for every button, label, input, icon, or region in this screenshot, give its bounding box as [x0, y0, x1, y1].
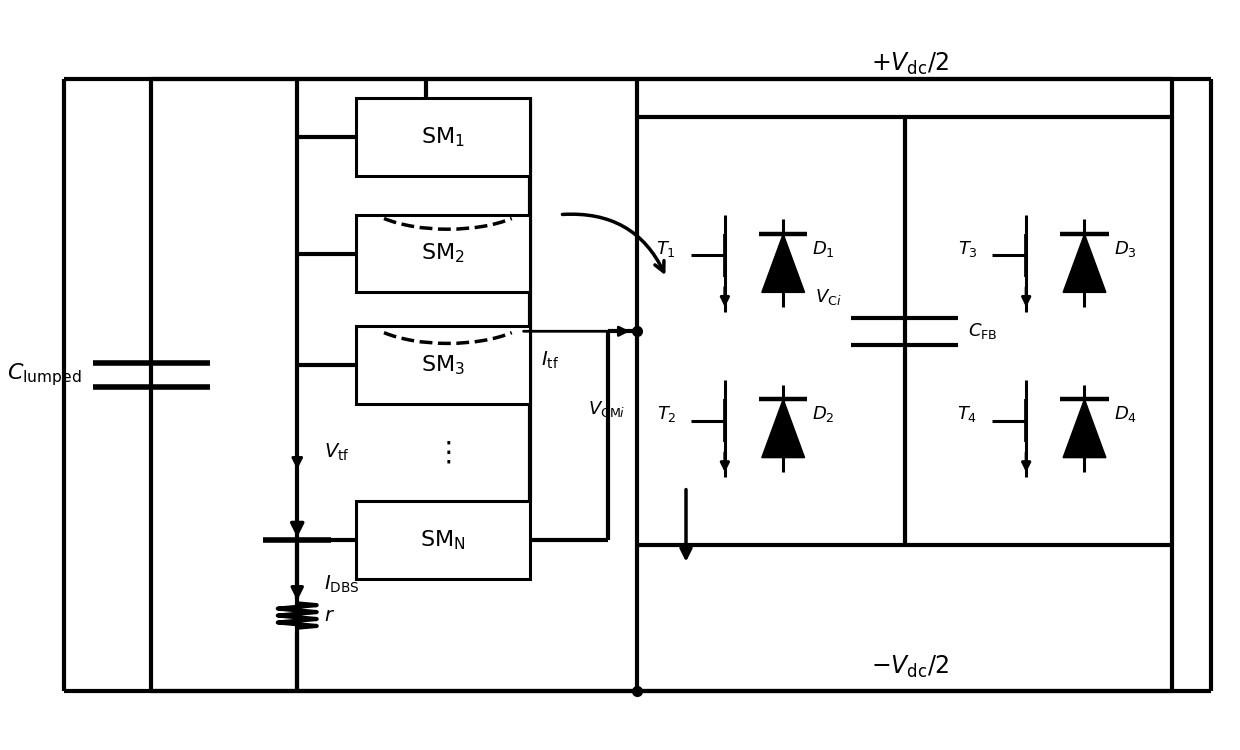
Polygon shape [761, 234, 805, 292]
Text: $D_2$: $D_2$ [812, 404, 835, 424]
Text: $+V_{\rm dc}/2$: $+V_{\rm dc}/2$ [870, 51, 949, 77]
Text: $-V_{\rm dc}/2$: $-V_{\rm dc}/2$ [870, 653, 949, 680]
Text: $r$: $r$ [325, 607, 336, 625]
Polygon shape [761, 399, 805, 458]
Text: $\rm SM_1$: $\rm SM_1$ [422, 125, 465, 148]
Text: $D_3$: $D_3$ [1114, 238, 1137, 259]
Text: $V_{{\rm C}i}$: $V_{{\rm C}i}$ [815, 287, 842, 308]
Text: $T_4$: $T_4$ [957, 404, 977, 424]
Bar [356, 98, 531, 176]
Bar [356, 214, 531, 292]
Bar [356, 326, 531, 404]
Text: $T_3$: $T_3$ [957, 238, 977, 259]
Polygon shape [1063, 399, 1106, 458]
Text: $C_{\rm lumped}$: $C_{\rm lumped}$ [6, 362, 82, 388]
Text: $V_{{\rm CM}i}$: $V_{{\rm CM}i}$ [588, 399, 626, 419]
Text: $I_{\rm tf}$: $I_{\rm tf}$ [541, 350, 559, 371]
Text: $C_{\rm FB}$: $C_{\rm FB}$ [968, 321, 997, 341]
Text: $V_{\rm tf}$: $V_{\rm tf}$ [325, 442, 350, 464]
Bar [356, 501, 531, 579]
Text: $\rm SM_N$: $\rm SM_N$ [420, 529, 466, 552]
Text: $D_4$: $D_4$ [1114, 404, 1137, 424]
Text: $I_{\rm DBS}$: $I_{\rm DBS}$ [325, 573, 360, 595]
Text: $T_1$: $T_1$ [656, 238, 676, 259]
Text: $\vdots$: $\vdots$ [434, 440, 451, 466]
Text: $D_1$: $D_1$ [812, 238, 835, 259]
Text: $\rm SM_3$: $\rm SM_3$ [422, 353, 465, 377]
Text: $T_2$: $T_2$ [656, 404, 676, 424]
Polygon shape [1063, 234, 1106, 292]
Text: $\rm SM_2$: $\rm SM_2$ [422, 242, 465, 266]
